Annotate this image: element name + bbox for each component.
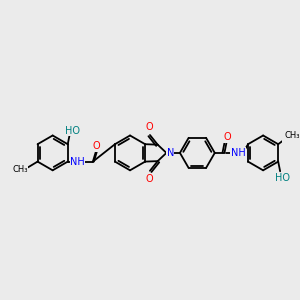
Text: O: O: [224, 132, 231, 142]
Text: NH: NH: [231, 148, 245, 158]
Text: N: N: [167, 148, 174, 158]
Text: HO: HO: [274, 173, 290, 183]
Text: O: O: [145, 173, 153, 184]
Text: CH₃: CH₃: [285, 131, 300, 140]
Text: O: O: [145, 122, 153, 132]
Text: HO: HO: [65, 126, 80, 136]
Text: CH₃: CH₃: [12, 165, 28, 174]
Text: NH: NH: [70, 157, 85, 166]
Text: O: O: [93, 141, 100, 151]
